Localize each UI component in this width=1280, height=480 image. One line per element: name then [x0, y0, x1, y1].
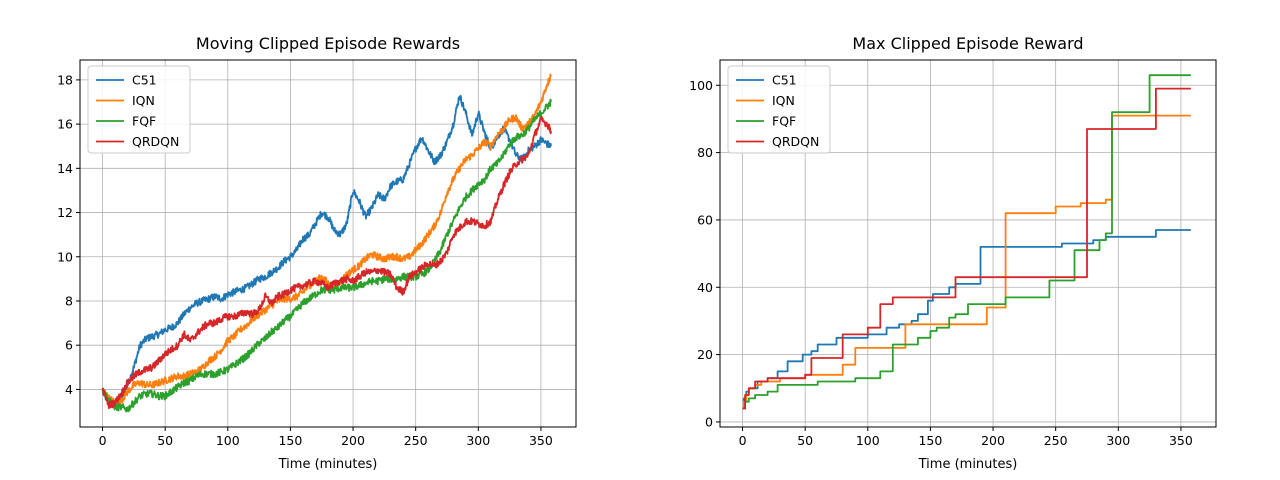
x-axis-label: Time (minutes)	[918, 457, 1018, 472]
y-tick-label: 80	[697, 145, 713, 160]
y-tick-label: 12	[57, 205, 73, 220]
y-tick-label: 40	[697, 280, 713, 295]
y-tick-label: 60	[697, 212, 713, 227]
chart-title: Max Clipped Episode Reward	[852, 34, 1083, 53]
x-tick-label: 300	[1106, 433, 1130, 448]
x-tick-label: 50	[157, 433, 173, 448]
legend: C51 IQN FQF QRDQN	[87, 65, 191, 154]
x-tick-label: 50	[797, 433, 813, 448]
panel-moving-clipped-episode-rewards: Moving Clipped Episode Rewards Time (min…	[57, 34, 577, 472]
series-line-c51	[742, 229, 1191, 410]
x-tick-label: 0	[99, 433, 107, 448]
y-tick-label: 18	[57, 72, 73, 87]
series-line-c51	[102, 94, 552, 408]
x-tick-label: 150	[918, 433, 942, 448]
x-tick-label: 100	[856, 433, 880, 448]
legend-label: IQN	[772, 93, 795, 108]
y-tick-label: 14	[57, 161, 73, 176]
series-line-fqf	[742, 74, 1191, 410]
legend-label: FQF	[132, 114, 156, 129]
legend-label: C51	[772, 73, 797, 88]
y-tick-label: 16	[57, 117, 73, 132]
series-line-qrdqn	[101, 116, 552, 410]
x-tick-label: 100	[216, 433, 240, 448]
plot-frame	[79, 59, 577, 428]
legend-label: C51	[132, 73, 157, 88]
x-tick-label: 350	[1169, 433, 1193, 448]
legend-label: FQF	[772, 114, 796, 129]
y-tick-label: 100	[689, 78, 713, 93]
panel-max-clipped-episode-reward: Max Clipped Episode Reward Time (minutes…	[689, 34, 1217, 472]
x-tick-label: 250	[404, 433, 428, 448]
y-tick-label: 6	[65, 338, 73, 353]
plot-frame	[719, 59, 1217, 428]
x-tick-label: 150	[278, 433, 302, 448]
series-line-iqn	[742, 114, 1191, 410]
x-tick-label: 350	[529, 433, 553, 448]
y-tick-label: 20	[697, 347, 713, 362]
x-tick-label: 250	[1044, 433, 1068, 448]
legend-label: QRDQN	[132, 134, 179, 149]
y-tick-label: 8	[65, 293, 73, 308]
y-tick-label: 4	[65, 382, 73, 397]
legend-label: IQN	[132, 93, 155, 108]
series-line-qrdqn	[742, 87, 1191, 410]
x-axis-label: Time (minutes)	[278, 457, 378, 472]
chart-title: Moving Clipped Episode Rewards	[196, 34, 460, 53]
legend-box	[87, 65, 191, 154]
legend: C51 IQN FQF QRDQN	[727, 65, 831, 154]
y-tick-label: 10	[57, 249, 73, 264]
x-tick-label: 200	[981, 433, 1005, 448]
legend-label: QRDQN	[772, 134, 819, 149]
y-tick-label: 0	[705, 414, 713, 429]
x-tick-label: 0	[739, 433, 747, 448]
legend-box	[727, 65, 831, 154]
x-tick-label: 200	[341, 433, 365, 448]
x-tick-label: 300	[466, 433, 490, 448]
